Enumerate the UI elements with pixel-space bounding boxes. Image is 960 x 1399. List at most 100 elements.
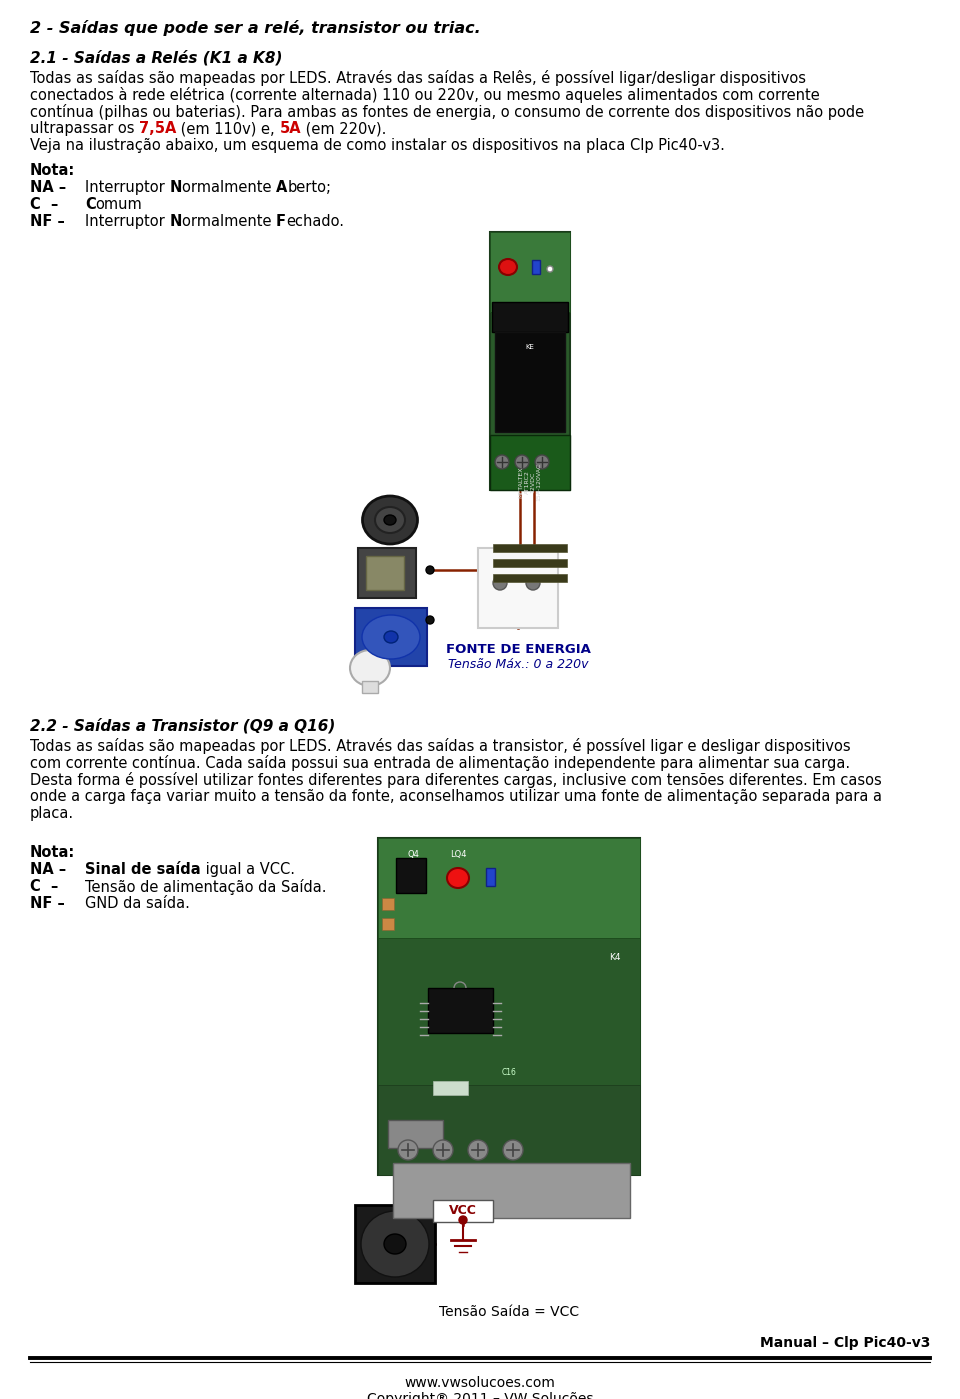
Ellipse shape <box>547 266 553 271</box>
Ellipse shape <box>384 515 396 525</box>
Bar <box>433 1081 468 1095</box>
Text: Manual – Clp Pic40-v3: Manual – Clp Pic40-v3 <box>759 1336 930 1350</box>
Text: Todas as saídas são mapeadas por LEDS. Através das saídas a Relês, é possível li: Todas as saídas são mapeadas por LEDS. A… <box>30 70 806 85</box>
Bar <box>490 232 570 312</box>
Text: conectados à rede elétrica (corrente alternada) 110 ou 220v, ou mesmo aqueles al: conectados à rede elétrica (corrente alt… <box>30 87 820 104</box>
Ellipse shape <box>361 1212 429 1277</box>
Bar <box>478 548 558 628</box>
Text: (em 110v) e,: (em 110v) e, <box>177 120 279 136</box>
Ellipse shape <box>468 1140 488 1160</box>
Text: berto;: berto; <box>287 180 331 194</box>
Text: Interruptor: Interruptor <box>85 180 169 194</box>
Text: Todas as saídas são mapeadas por LEDS. Através das saídas a transistor, é possív: Todas as saídas são mapeadas por LEDS. A… <box>30 739 851 754</box>
Ellipse shape <box>493 576 507 590</box>
Text: C: C <box>85 197 96 213</box>
Text: C  –: C – <box>30 197 59 213</box>
Text: ultrapassar os: ultrapassar os <box>30 120 139 136</box>
Bar <box>493 574 567 582</box>
Bar <box>378 838 640 1175</box>
Bar <box>378 937 640 1118</box>
Text: contínua (pilhas ou baterias). Para ambas as fontes de energia, o consumo de cor: contínua (pilhas ou baterias). Para amba… <box>30 104 864 120</box>
Bar <box>492 302 568 332</box>
Circle shape <box>426 616 434 624</box>
Text: KE: KE <box>525 344 535 350</box>
Bar <box>532 260 540 274</box>
Ellipse shape <box>447 867 469 888</box>
Ellipse shape <box>384 1234 406 1254</box>
Ellipse shape <box>499 259 517 276</box>
Text: Tensão Saída = VCC: Tensão Saída = VCC <box>439 1305 579 1319</box>
Ellipse shape <box>433 1140 453 1160</box>
Ellipse shape <box>515 455 529 469</box>
Text: METALTEX
AT1RC2
12VDC
15A-120VAC: METALTEX AT1RC2 12VDC 15A-120VAC <box>518 463 541 501</box>
Bar <box>493 544 567 553</box>
Bar <box>358 548 416 597</box>
Circle shape <box>426 567 434 574</box>
Text: Q4: Q4 <box>407 851 419 859</box>
Text: 2.1 - Saídas a Relés (K1 a K8): 2.1 - Saídas a Relés (K1 a K8) <box>30 50 282 66</box>
Circle shape <box>459 1216 467 1224</box>
Text: 2.2 - Saídas a Transistor (Q9 a Q16): 2.2 - Saídas a Transistor (Q9 a Q16) <box>30 718 335 733</box>
Bar <box>428 988 493 1032</box>
Ellipse shape <box>350 651 390 686</box>
Ellipse shape <box>375 506 405 533</box>
Text: Tensão Máx.: 0 a 220v: Tensão Máx.: 0 a 220v <box>447 658 588 672</box>
Bar <box>388 1121 443 1149</box>
Text: A: A <box>276 180 287 194</box>
Ellipse shape <box>363 497 418 544</box>
Text: ormalmente: ormalmente <box>181 214 276 229</box>
Text: omum: omum <box>96 197 142 213</box>
Bar <box>490 232 570 490</box>
Bar <box>490 435 570 490</box>
Text: (em 220v).: (em 220v). <box>301 120 387 136</box>
Bar <box>486 867 495 886</box>
Bar <box>362 681 378 693</box>
Text: www.vwsolucoes.com: www.vwsolucoes.com <box>404 1377 556 1391</box>
Text: F: F <box>276 214 286 229</box>
Text: GND da saída.: GND da saída. <box>85 895 190 911</box>
Ellipse shape <box>495 455 509 469</box>
Text: N: N <box>169 214 181 229</box>
Text: igual a VCC.: igual a VCC. <box>201 862 295 877</box>
Text: Tensão de alimentação da Saída.: Tensão de alimentação da Saída. <box>85 879 326 895</box>
Text: N: N <box>169 180 181 194</box>
Text: Interruptor: Interruptor <box>85 214 169 229</box>
Bar <box>495 332 565 432</box>
Text: C  –: C – <box>30 879 59 894</box>
Text: LQ4: LQ4 <box>449 851 467 859</box>
Text: FONTE DE ENERGIA: FONTE DE ENERGIA <box>445 644 590 656</box>
Bar <box>393 1163 630 1219</box>
Bar <box>366 555 404 590</box>
Text: NF –: NF – <box>30 214 64 229</box>
Bar <box>382 918 394 930</box>
Bar <box>382 898 394 909</box>
Text: 7,5A: 7,5A <box>139 120 177 136</box>
Bar <box>378 1086 640 1175</box>
Ellipse shape <box>398 1140 418 1160</box>
Text: K4: K4 <box>610 953 621 963</box>
Bar <box>355 609 427 666</box>
Text: NF –: NF – <box>30 895 64 911</box>
Text: C16: C16 <box>501 1067 516 1077</box>
Text: NA –: NA – <box>30 180 66 194</box>
Ellipse shape <box>503 1140 523 1160</box>
Text: Copyright® 2011 – VW Soluções: Copyright® 2011 – VW Soluções <box>367 1392 593 1399</box>
Bar <box>493 560 567 567</box>
Text: 2 - Saídas que pode ser a relé, transistor ou triac.: 2 - Saídas que pode ser a relé, transist… <box>30 20 481 36</box>
Text: onde a carga faça variar muito a tensão da fonte, aconselhamos utilizar uma font: onde a carga faça variar muito a tensão … <box>30 789 882 804</box>
Text: Sinal de saída: Sinal de saída <box>85 862 201 877</box>
Text: placa.: placa. <box>30 806 74 821</box>
Text: VCC: VCC <box>449 1205 477 1217</box>
Text: 5A: 5A <box>279 120 301 136</box>
Text: Nota:: Nota: <box>30 164 75 178</box>
Text: Nota:: Nota: <box>30 845 75 860</box>
Text: com corrente contínua. Cada saída possui sua entrada de alimentação independente: com corrente contínua. Cada saída possui… <box>30 755 851 771</box>
Text: Desta forma é possível utilizar fontes diferentes para diferentes cargas, inclus: Desta forma é possível utilizar fontes d… <box>30 772 881 788</box>
Bar <box>355 1205 435 1283</box>
Text: ormalmente: ormalmente <box>181 180 276 194</box>
Ellipse shape <box>384 631 398 644</box>
Text: Veja na ilustração abaixo, um esquema de como instalar os dispositivos na placa : Veja na ilustração abaixo, um esquema de… <box>30 139 725 152</box>
Text: echado.: echado. <box>286 214 344 229</box>
Ellipse shape <box>535 455 549 469</box>
Ellipse shape <box>362 616 420 659</box>
